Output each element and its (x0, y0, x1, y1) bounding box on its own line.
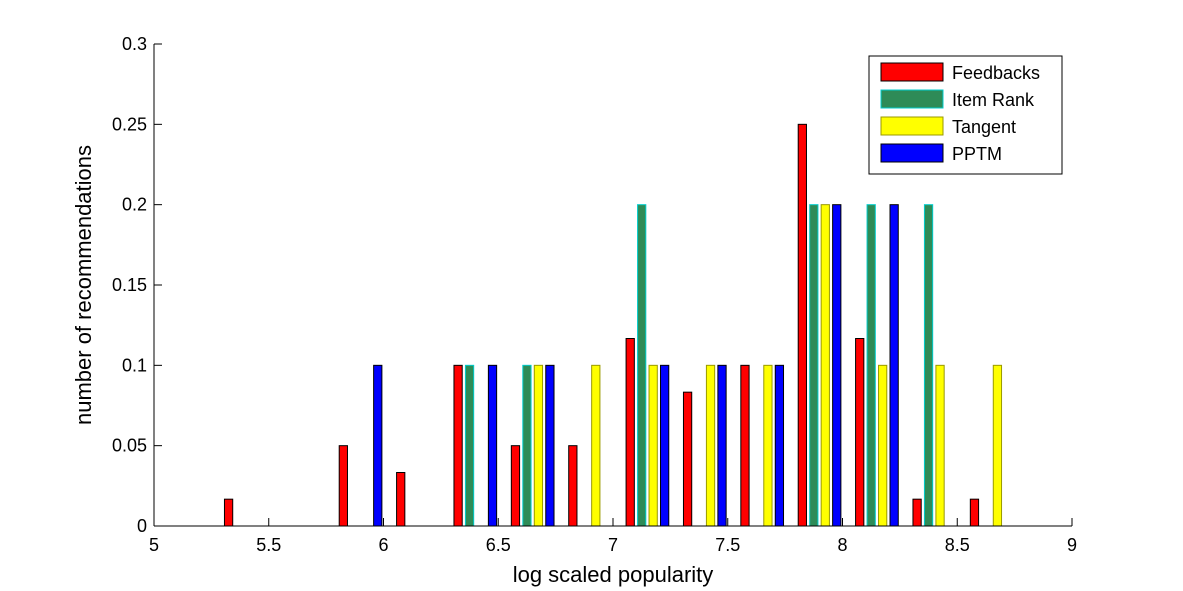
bar-item-rank-13 (923, 204, 934, 527)
bar-item-rank-5 (464, 364, 475, 527)
x-tick-label: 6 (378, 535, 388, 555)
x-tick-label: 8 (837, 535, 847, 555)
bar-feedbacks-5 (453, 364, 463, 527)
legend-feedbacks-swatch (880, 62, 944, 82)
bar-feedbacks-13 (912, 498, 922, 527)
bar-tangent-14 (992, 364, 1003, 527)
bar-tangent-7 (591, 364, 601, 527)
x-tick-label: 5.5 (256, 535, 281, 555)
x-tick-label: 6.5 (486, 535, 511, 555)
bar-pptm-10 (774, 364, 785, 527)
bar-tangent-12 (878, 364, 888, 527)
bar-pptm-8 (660, 364, 670, 527)
bar-tangent-10 (763, 364, 773, 527)
y-tick-label: 0.15 (112, 275, 147, 295)
x-tick-label: 7.5 (715, 535, 740, 555)
y-tick-label: 0.2 (122, 195, 147, 215)
legend-feedbacks-label: Feedbacks (952, 63, 1040, 83)
bar-tangent-13 (935, 364, 945, 527)
bar-feedbacks-14 (969, 498, 980, 527)
bar-feedbacks-7 (568, 445, 578, 527)
legend: Feedbacks Item Rank Tangent PPTM (868, 55, 1063, 175)
legend-tangent-label: Tangent (952, 117, 1016, 137)
bar-pptm-5 (487, 364, 498, 527)
y-tick-label: 0 (137, 516, 147, 536)
bar-pptm-6 (545, 364, 555, 527)
y-tick-label: 0.3 (122, 34, 147, 54)
bar-pptm-9 (717, 364, 727, 527)
x-tick-label: 7 (608, 535, 618, 555)
bar-tangent-6 (533, 364, 544, 527)
legend-item-rank-swatch (880, 89, 944, 109)
legend-pptm-swatch (880, 143, 944, 163)
bar-pptm-11 (832, 204, 842, 527)
x-tick-label: 9 (1067, 535, 1077, 555)
legend-pptm-label: PPTM (952, 144, 1002, 164)
bar-feedbacks-6 (510, 445, 521, 527)
legend-item-rank-label: Item Rank (952, 90, 1035, 110)
bar-tangent-9 (705, 364, 716, 527)
bar-feedbacks-1 (223, 498, 234, 527)
bar-feedbacks-10 (740, 364, 750, 527)
x-axis-label: log scaled popularity (513, 562, 714, 587)
x-tick-label: 5 (149, 535, 159, 555)
bar-item-rank-11 (809, 204, 819, 527)
x-tick-label: 8.5 (945, 535, 970, 555)
bar-tangent-11 (820, 204, 830, 527)
bar-feedbacks-9 (682, 391, 693, 527)
bar-tangent-8 (648, 364, 658, 527)
y-tick-label: 0.05 (112, 436, 147, 456)
bar-feedbacks-3 (338, 445, 348, 527)
ticks-group: 5 5.5 6 6.5 7 7.5 8 8.5 9 0 0.05 0.1 0.15 0.2 0.25 0.3 (112, 34, 1077, 555)
bar-item-rank-6 (522, 364, 532, 527)
bar-pptm-3 (373, 364, 383, 527)
bar-item-rank-8 (637, 204, 647, 527)
y-tick-label: 0.25 (112, 114, 147, 134)
bar-feedbacks-4 (396, 472, 406, 527)
bar-feedbacks-8 (625, 338, 635, 527)
bar-pptm-12 (889, 204, 899, 527)
y-tick-label: 0.1 (122, 355, 147, 375)
bar-feedbacks-11 (797, 123, 807, 527)
bar-feedbacks-12 (855, 338, 865, 527)
legend-tangent-swatch (880, 116, 944, 136)
bar-item-rank-12 (866, 204, 876, 527)
y-axis-label: number of recommendations (71, 145, 96, 425)
